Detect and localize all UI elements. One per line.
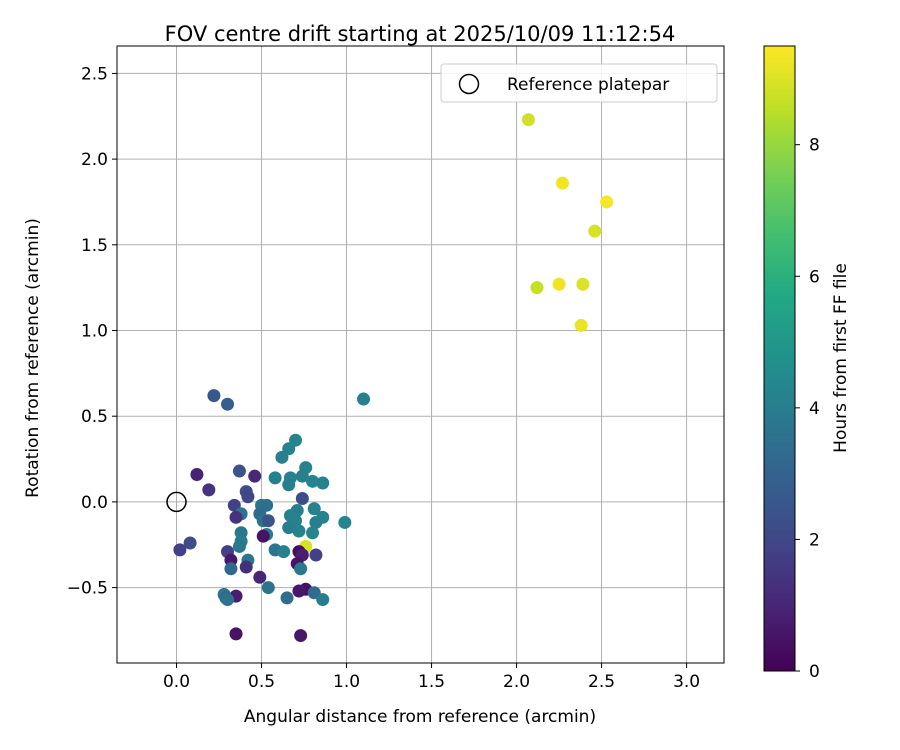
data-point [239, 560, 253, 574]
y-axis-label: Rotation from reference (arcmin) [23, 218, 43, 498]
data-point [530, 281, 544, 295]
data-point [316, 476, 330, 490]
colorbar-label: Hours from first FF file [831, 263, 851, 453]
x-tick-label: 0.5 [248, 672, 275, 692]
colorbar-tick-label: 4 [809, 399, 820, 419]
data-point [268, 471, 282, 485]
colorbar-tick-label: 2 [809, 530, 820, 550]
y-tick-label: 2.0 [81, 150, 108, 170]
data-point [173, 543, 187, 557]
plot-area [117, 46, 724, 663]
data-point [207, 389, 221, 403]
data-point [253, 570, 267, 584]
colorbar-ticks: 0 2 4 6 8 [795, 136, 820, 682]
plot-frame [116, 45, 725, 664]
colorbar: 0 2 4 6 8 Hours from first FF file [763, 45, 851, 682]
x-tick-label: 2.5 [588, 672, 615, 692]
chart-title: FOV centre drift starting at 2025/10/09 … [165, 22, 676, 46]
x-tick-label: 1.5 [418, 672, 445, 692]
y-tick-label: 0.5 [81, 407, 108, 427]
data-point [306, 526, 320, 540]
colorbar-tick-label: 8 [809, 136, 820, 156]
y-tick-label: 1.0 [81, 322, 108, 342]
data-point [241, 490, 255, 504]
data-point [229, 510, 243, 524]
data-point [552, 277, 566, 291]
data-point [338, 515, 352, 529]
data-point [229, 627, 243, 641]
data-point [190, 467, 204, 481]
data-point [574, 318, 588, 332]
data-point [357, 392, 371, 406]
legend-reference-label: Reference platepar [507, 75, 669, 95]
y-tick-label: 1.5 [81, 236, 108, 256]
data-point [232, 464, 246, 478]
data-point [309, 515, 323, 529]
data-point [248, 469, 262, 483]
x-axis-ticks: 0.0 0.5 1.0 1.5 2.0 2.5 3.0 [163, 663, 700, 692]
data-point [521, 113, 535, 127]
reference-marker [166, 491, 187, 513]
data-point [588, 224, 602, 238]
x-axis-label: Angular distance from reference (arcmin) [244, 707, 596, 727]
x-tick-label: 3.0 [673, 672, 700, 692]
legend: Reference platepar [440, 63, 718, 103]
data-point [295, 491, 309, 505]
data-point [292, 584, 306, 598]
y-tick-label: 2.5 [81, 64, 108, 84]
data-point [221, 593, 235, 607]
data-point [282, 478, 296, 492]
data-point [183, 536, 197, 550]
legend-reference-icon [458, 73, 480, 95]
data-point [224, 562, 238, 576]
x-tick-label: 0.0 [163, 672, 190, 692]
data-point [282, 521, 296, 535]
data-point [294, 562, 308, 576]
legend-box [440, 63, 718, 103]
data-point [261, 514, 275, 528]
data-point [275, 450, 289, 464]
data-point [306, 474, 320, 488]
colorbar-gradient [763, 45, 796, 672]
data-point [294, 629, 308, 643]
data-point [261, 581, 275, 595]
data-point [232, 539, 246, 553]
colorbar-tick-label: 0 [809, 662, 820, 682]
data-point [295, 469, 309, 483]
data-point [202, 483, 216, 497]
data-point [316, 593, 330, 607]
data-point [256, 529, 270, 543]
data-point [280, 591, 294, 605]
colorbar-tick-label: 6 [809, 267, 820, 287]
data-point [221, 397, 235, 411]
data-point [307, 502, 321, 516]
y-axis-ticks: −0.5 0.0 0.5 1.0 1.5 2.0 2.5 [67, 64, 117, 599]
data-point [555, 176, 569, 190]
y-tick-label: −0.5 [67, 579, 108, 599]
data-point [292, 524, 306, 538]
data-points [173, 113, 614, 643]
y-tick-label: 0.0 [81, 493, 108, 513]
data-point [277, 545, 291, 559]
x-tick-label: 1.0 [333, 672, 360, 692]
data-point [600, 195, 614, 209]
data-point [309, 548, 323, 562]
data-point [576, 277, 590, 291]
x-tick-label: 2.0 [503, 672, 530, 692]
